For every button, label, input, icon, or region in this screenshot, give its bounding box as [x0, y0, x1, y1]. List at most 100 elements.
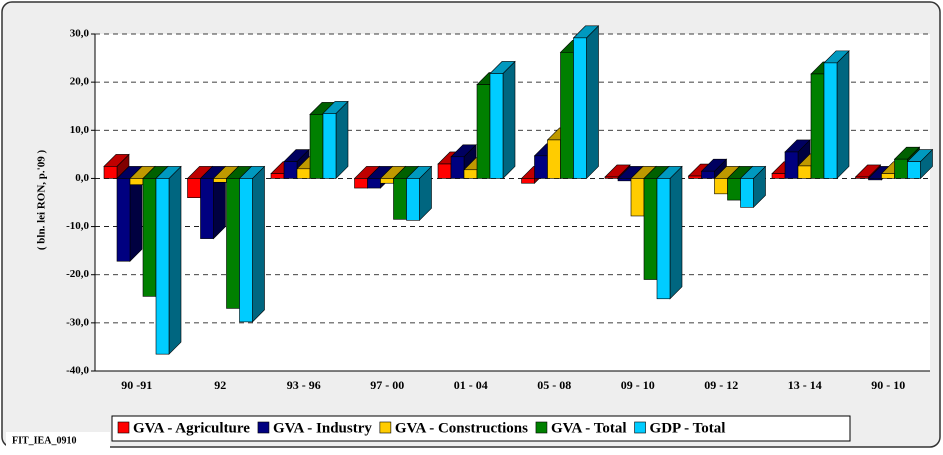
- legend-item: GVA - Total: [535, 420, 627, 436]
- y-tick-label: 20,0: [70, 76, 90, 88]
- bar: [283, 161, 298, 179]
- bar: [476, 84, 491, 179]
- legend-box: [111, 415, 851, 442]
- bar: [187, 178, 201, 198]
- legend-item: GDP - Total: [634, 420, 726, 436]
- bar: [643, 178, 658, 280]
- bar: [200, 178, 214, 239]
- bar: [309, 114, 324, 179]
- bar-3d: [572, 25, 600, 180]
- bar: [393, 178, 407, 220]
- x-tick-label: 92: [214, 378, 226, 392]
- footnote-box: [6, 432, 110, 448]
- footnote: FIT_IEA_0910: [12, 435, 76, 446]
- bar: [907, 161, 921, 179]
- y-tick-label: 10,0: [70, 124, 90, 136]
- bar: [226, 178, 240, 309]
- bar: [142, 178, 157, 297]
- legend-swatch: [379, 421, 392, 434]
- bar: [868, 178, 882, 181]
- bar: [810, 73, 825, 179]
- legend-label: GVA - Agriculture: [133, 420, 250, 436]
- bar: [406, 178, 420, 221]
- bar: [894, 158, 908, 179]
- bar: [547, 139, 561, 179]
- y-tick-label: -30,0: [66, 316, 89, 328]
- bar: [463, 169, 478, 179]
- bar-side: [836, 50, 850, 180]
- legend-label: GVA - Industry: [273, 420, 372, 436]
- legend-swatch: [535, 421, 548, 434]
- bar: [116, 178, 131, 262]
- bar: [437, 163, 452, 179]
- bar-side: [335, 100, 349, 180]
- bar: [239, 178, 253, 323]
- bar: [701, 170, 715, 179]
- bar: [367, 178, 381, 189]
- legend-swatch: [117, 421, 130, 434]
- bar: [727, 178, 741, 201]
- x-tick-label: 09 - 10: [621, 378, 655, 392]
- bar-3d: [823, 50, 850, 180]
- x-tick-label: 90 - 10: [871, 378, 905, 392]
- x-tick-label: 93 - 96: [287, 378, 321, 392]
- legend-label: GVA - Total: [551, 420, 627, 436]
- legend-swatch: [634, 421, 646, 434]
- x-tick-label: 09 - 12: [704, 378, 738, 392]
- bar: [771, 173, 786, 179]
- bar: [103, 166, 118, 179]
- y-tick-label: 0,0: [75, 172, 89, 184]
- x-tick-label: 90 -91: [121, 378, 152, 392]
- bar-3d: [405, 165, 433, 222]
- legend-swatch: [257, 421, 270, 434]
- bar: [617, 178, 632, 182]
- bar-side: [168, 165, 182, 355]
- x-tick-label: 05 - 08: [537, 378, 571, 392]
- bar: [129, 178, 144, 185]
- bar-3d: [322, 100, 349, 180]
- bar: [380, 178, 394, 184]
- bar: [573, 37, 587, 179]
- bar-3d: [116, 165, 143, 262]
- bar-3d: [656, 165, 683, 300]
- legend-label: GDP - Total: [650, 420, 726, 436]
- bar: [855, 176, 869, 179]
- bar: [740, 178, 754, 208]
- y-tick-label: -40,0: [66, 365, 89, 377]
- bar-3d: [739, 165, 767, 209]
- bar-side: [586, 25, 599, 180]
- bar: [521, 178, 535, 184]
- bar: [560, 51, 574, 179]
- bar: [489, 73, 504, 179]
- bar: [213, 178, 227, 183]
- bar-3d: [155, 165, 182, 355]
- bar-3d: [906, 148, 934, 180]
- bar: [296, 168, 311, 179]
- bar-side: [502, 60, 516, 180]
- x-tick-label: 01 - 04: [454, 378, 488, 392]
- bar: [604, 176, 619, 179]
- bar-side: [252, 165, 265, 323]
- bar: [450, 156, 465, 179]
- bar: [270, 173, 285, 179]
- bar: [881, 173, 895, 179]
- bar: [656, 178, 671, 300]
- bar-3d: [238, 165, 266, 323]
- bar: [688, 175, 702, 179]
- bar: [714, 178, 728, 195]
- bar: [155, 178, 170, 355]
- y-tick-label: 30,0: [70, 28, 90, 40]
- y-axis-label: ( bln. lei RON, p.'09 ): [36, 150, 48, 251]
- bar: [322, 113, 337, 179]
- bar: [797, 165, 812, 179]
- legend-item: GVA - Agriculture: [117, 420, 250, 436]
- bar: [630, 178, 645, 217]
- bar: [534, 155, 548, 179]
- bar-3d: [199, 165, 227, 240]
- legend-label: GVA - Constructions: [395, 420, 528, 436]
- bar: [784, 151, 799, 179]
- bar-3d: [700, 158, 728, 180]
- bar: [823, 62, 838, 179]
- bar: [354, 178, 368, 189]
